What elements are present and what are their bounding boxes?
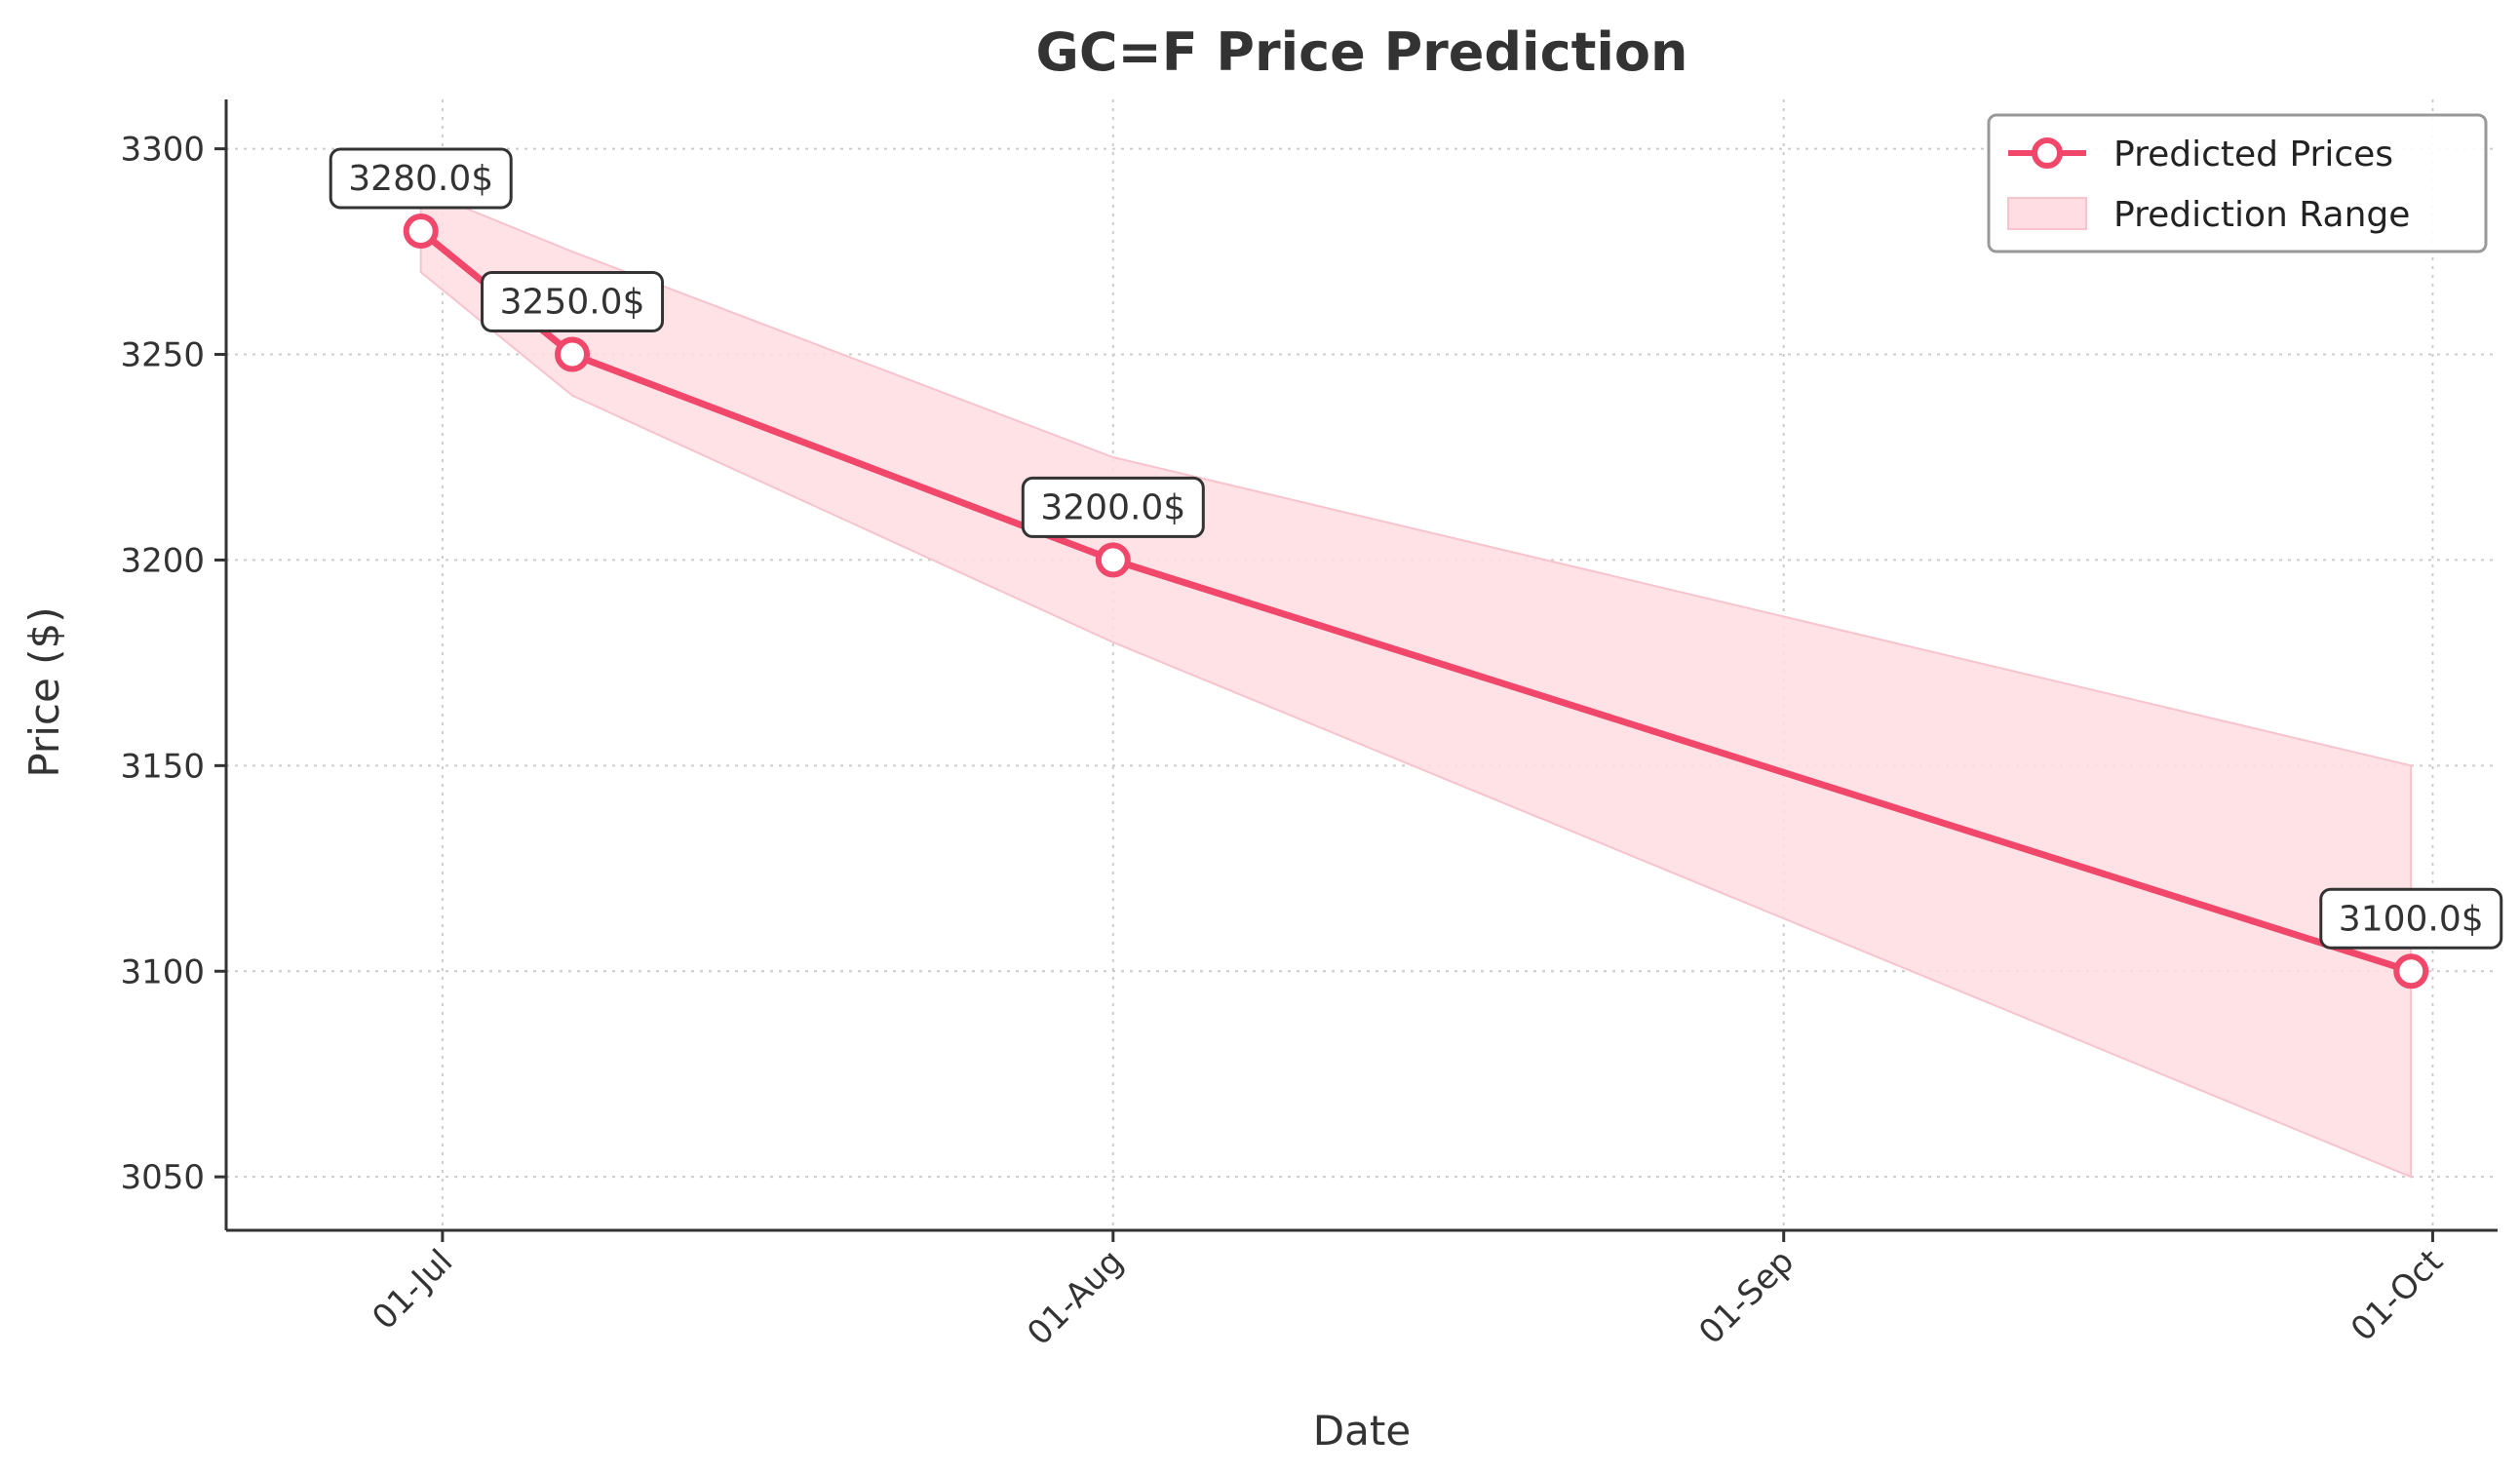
y-axis-label: Price ($) [20, 606, 68, 777]
prediction-range-band [419, 188, 2413, 1179]
data-point-marker [2393, 953, 2429, 990]
legend-label-predicted-prices: Predicted Prices [2113, 135, 2393, 175]
predicted-prices-markers [403, 213, 2429, 990]
data-label: 3200.0$ [1040, 487, 1185, 527]
data-label-box [329, 147, 513, 210]
data-point-marker [403, 213, 439, 249]
y-tick-label: 3050 [120, 1158, 205, 1197]
x-axis-label: Date [1313, 1407, 1411, 1455]
x-tick-label: 01-Aug [1020, 1242, 1131, 1353]
data-label-box [2319, 887, 2503, 950]
legend-box [1987, 113, 2488, 253]
legend-label-prediction-range: Prediction Range [2113, 195, 2410, 235]
legend-range-swatch [2007, 197, 2087, 230]
y-tick-label: 3100 [120, 952, 205, 991]
data-point-marker [555, 336, 591, 372]
legend: Predicted Prices Prediction Range [1987, 113, 2488, 253]
data-label-annotations: 3280.0$ 3250.0$ 3200.0$ 3100.0$ [329, 147, 2503, 950]
data-label: 3250.0$ [500, 283, 645, 323]
axes [214, 99, 2498, 1242]
chart-title: GC=F Price Prediction [1036, 21, 1688, 83]
x-tick-label: 01-Sep [1691, 1242, 1802, 1352]
data-label-box [481, 271, 665, 333]
y-tick-label: 3200 [120, 541, 205, 580]
x-tick-label: 01-Jul [365, 1242, 460, 1338]
data-label-box [1021, 476, 1205, 538]
y-tick-label: 3250 [120, 336, 205, 375]
data-point-marker [1095, 542, 1131, 578]
data-label: 3280.0$ [348, 159, 493, 199]
y-tick-label: 3300 [120, 131, 205, 170]
x-tick-label: 01-Oct [2344, 1242, 2451, 1349]
y-tick-label: 3150 [120, 747, 205, 786]
legend-marker-icon [2032, 137, 2063, 169]
data-label: 3100.0$ [2339, 899, 2484, 939]
